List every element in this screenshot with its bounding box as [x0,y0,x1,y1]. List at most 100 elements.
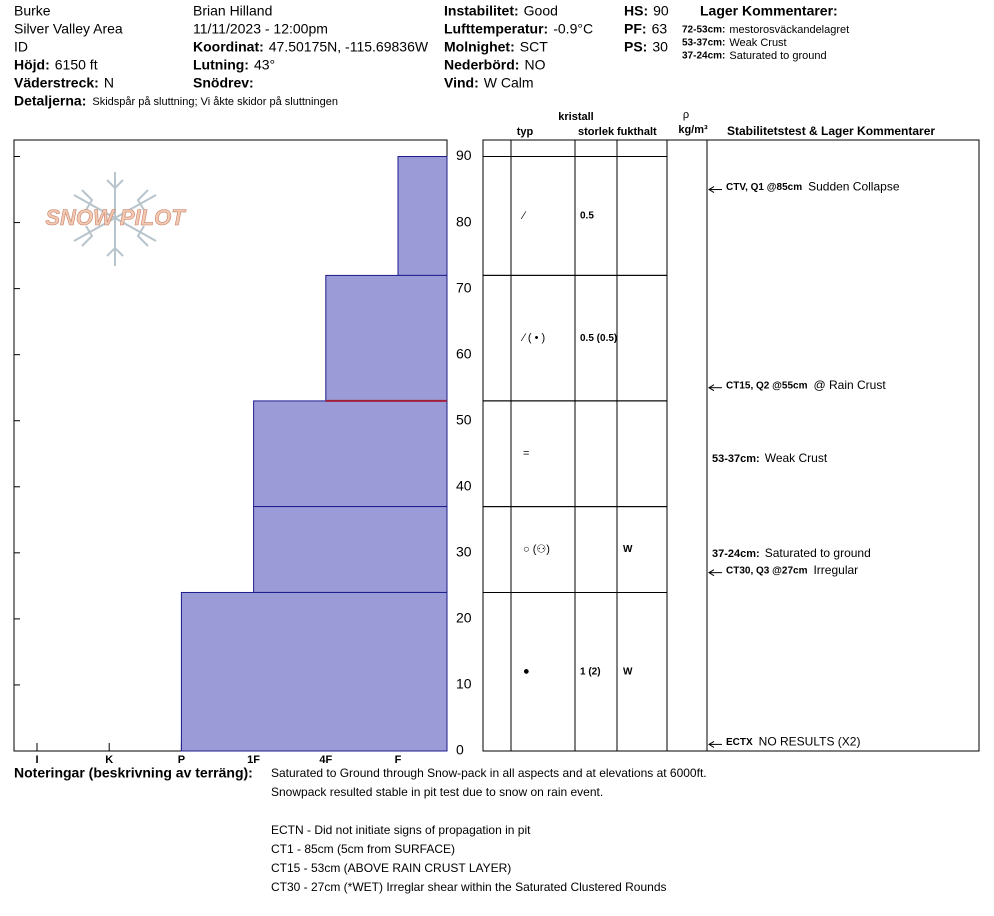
note-line: Snowpack resulted stable in pit test due… [271,785,603,799]
field-label: Vind: [444,75,479,91]
moisture: W [623,666,633,677]
field-value: 11/11/2023 - 12:00pm [193,21,328,37]
th-moisture: fukthalt [617,126,657,138]
layer-note-text: Weak Crust [765,451,828,465]
field-label: PS: [624,39,647,55]
test-label: CT30, Q3 @27cm [726,565,808,576]
field-label: Detaljerna: [14,93,86,109]
field-value: N [104,75,114,91]
y-tick-label: 90 [456,147,472,163]
field-value: Burke [14,3,51,19]
test-arrowhead [708,186,715,193]
note-line: Saturated to Ground through Snow-pack in… [271,766,707,780]
field-label: Lutning: [193,57,249,73]
field-value: 47.50175N, -115.69836W [269,39,429,55]
note-line: CT15 - 53cm (ABOVE RAIN CRUST LAYER) [271,861,511,875]
y-tick-label: 40 [456,477,472,493]
test-text: NO RESULTS (X2) [759,735,861,749]
note-line: CT30 - 27cm (*WET) Irreglar shear within… [271,880,667,894]
test-arrowhead [708,740,715,748]
field-value: 30 [652,39,668,55]
layer-comment-label: 72-53cm: [682,25,725,36]
field-label: PF: [624,21,647,37]
test-text: Sudden Collapse [808,180,900,194]
field-label: Lufttemperatur: [444,21,548,37]
x-tick-label: P [178,754,185,766]
test-label: CTV, Q1 @85cm [726,182,802,193]
x-tick-label: 4F [319,754,332,766]
y-tick-label: 70 [456,279,472,295]
th-type: typ [517,126,534,138]
x-tick-label: K [105,754,113,766]
test-arrowhead [708,569,715,577]
field-value: 90 [653,3,669,19]
layer-comment-value: mestorosväckandelagret [729,24,849,36]
field-value: 6150 ft [55,57,98,73]
x-tick-label: 1F [247,754,260,766]
field-value: Brian Hilland [193,3,272,19]
logo-text: SNOW PILOT [45,205,186,230]
field-value: Skidspår på sluttning; Vi åkte skidor på… [92,96,338,108]
notes-title: Noteringar (beskrivning av terräng): [14,765,253,781]
field-label: Instabilitet: [444,3,519,19]
field-value: 43° [254,57,275,73]
y-tick-label: 50 [456,411,472,427]
test-label: ECTX [726,737,753,748]
grain-type: ∕ [520,210,527,222]
field-label: Molnighet: [444,39,515,55]
field-value: -0.9°C [553,21,593,37]
grain-type: = [523,448,529,460]
note-line: CT1 - 85cm (5cm from SURFACE) [271,842,455,856]
hardness-layer [180,591,448,752]
moisture: W [623,544,633,555]
test-text: @ Rain Crust [813,378,886,392]
layer-comments-title: Lager Kommentarer: [700,3,838,19]
layer-comment-label: 37-24cm: [682,51,725,62]
y-tick-label: 20 [456,610,472,626]
hardness-layer [397,156,448,276]
layer-note-label: 53-37cm: [712,453,760,465]
y-tick-label: 80 [456,213,472,229]
grain-size: 1 (2) [580,666,601,677]
grain-type: ∕ ( • ) [520,332,545,344]
th-size: storlek [578,126,615,138]
field-label: Höjd: [14,57,50,73]
grain-size: 0.5 [580,211,594,222]
grain-type: ○ (⚇) [523,543,550,555]
test-arrowhead [708,384,715,392]
field-value: SCT [520,39,548,55]
x-tick-label: I [35,754,38,766]
layer-comment-value: Weak Crust [729,37,786,49]
th-crystal: kristall [558,111,593,123]
grain-type: ● [523,666,530,678]
layer-note-label: 37-24cm: [712,548,760,560]
hardness-layer [253,400,448,508]
field-value: NO [524,57,545,73]
table-columns [510,140,708,751]
test-label: CT15, Q2 @55cm [726,380,808,391]
y-tick-label: 0 [456,742,464,758]
field-value: 63 [652,21,668,37]
note-line: ECTN - Did not initiate signs of propaga… [271,823,531,837]
grain-size: 0.5 (0.5) [580,333,617,344]
layer-comment-label: 53-37cm: [682,38,725,49]
y-tick-label: 60 [456,345,472,361]
y-tick-label: 30 [456,544,472,560]
field-label: Väderstreck: [14,75,99,91]
layer-comment-value: Saturated to ground [729,50,826,62]
field-value: Good [524,3,558,19]
test-text: Irregular [813,563,858,577]
hardness-layer [253,506,448,593]
layer-note-text: Saturated to ground [765,546,871,560]
field-label: Koordinat: [193,39,264,55]
field-label: Snödrev: [193,75,254,91]
field-label: Nederbörd: [444,57,519,73]
th-density: kg/m³ [678,124,708,136]
table-frame [482,139,980,752]
logo [73,172,157,266]
th-comments: Stabilitetstest & Lager Kommentarer [727,124,935,138]
x-tick-label: F [395,754,402,766]
y-tick-label: 10 [456,676,472,692]
field-value: W Calm [484,75,534,91]
